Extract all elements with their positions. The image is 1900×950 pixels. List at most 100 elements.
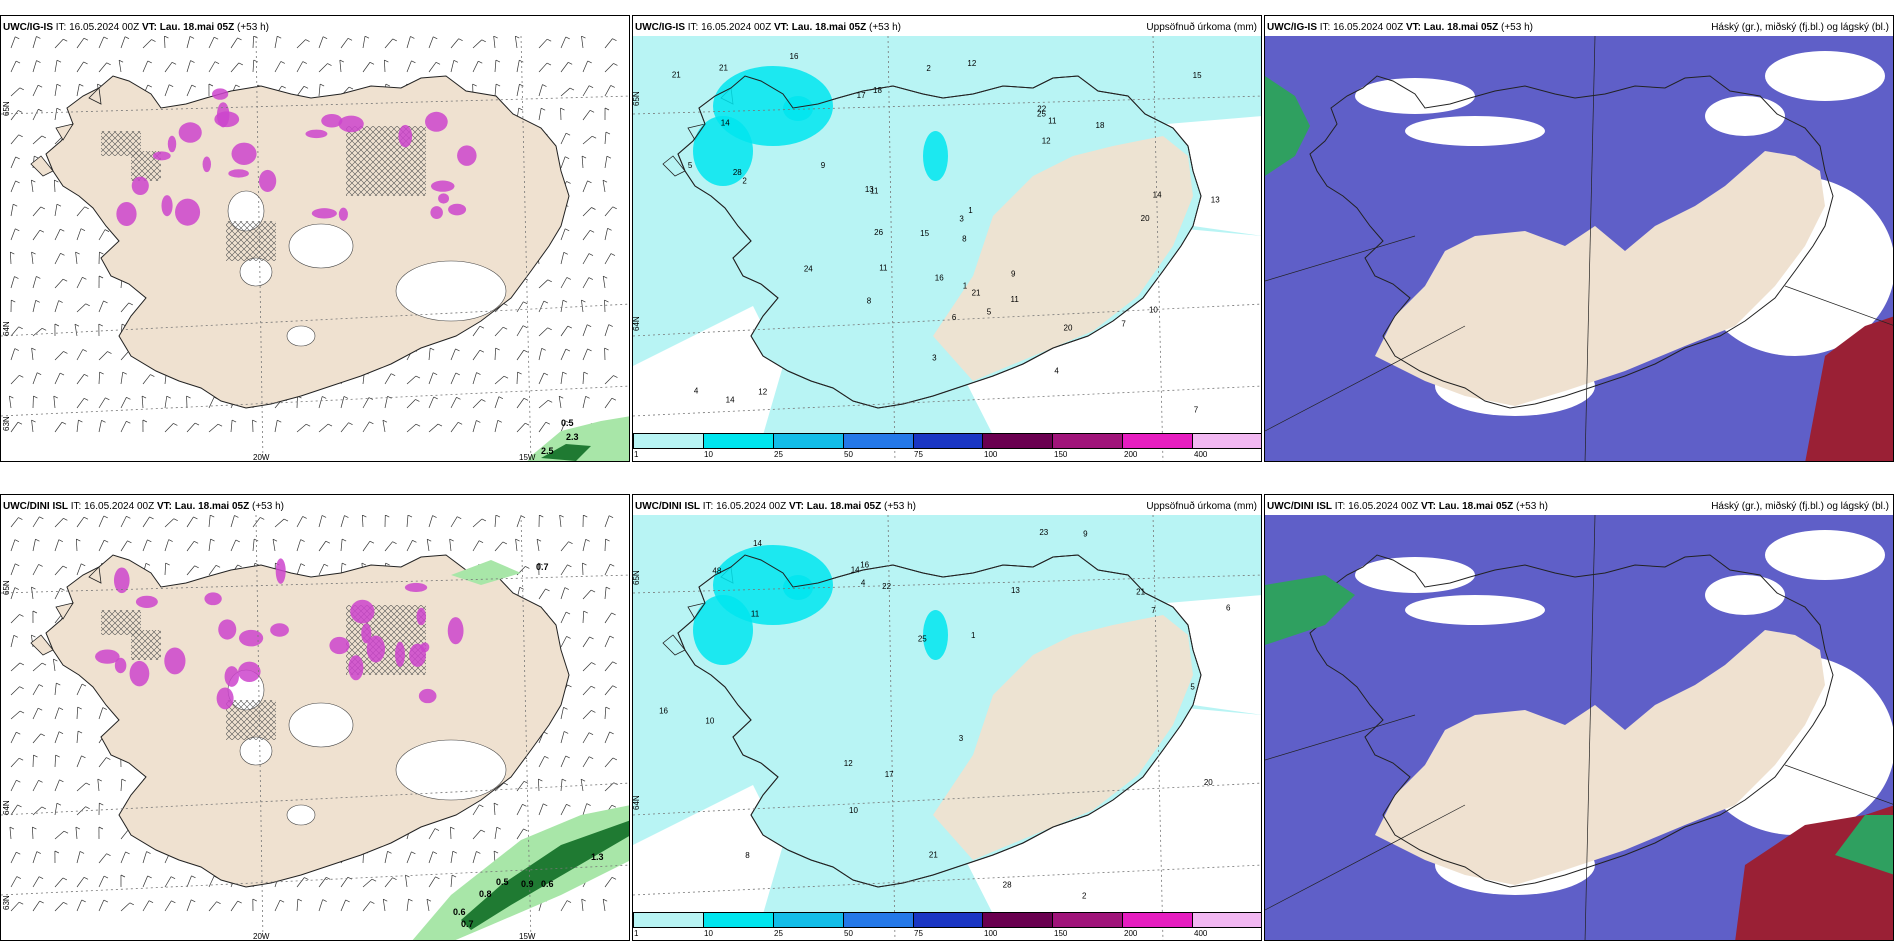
- map-area[interactable]: 0.5 2.3 2.5 65N 64N 63N 20W 15W: [1, 35, 629, 462]
- legend-swatch: [1193, 434, 1261, 448]
- value-label: 11: [751, 609, 760, 618]
- legend-label: 25: [774, 929, 783, 938]
- value-label: 2: [742, 176, 747, 185]
- value-label: 17: [857, 91, 866, 100]
- map-panel-dini-wind: UWC/DINI ISL IT: 16.05.2024 00Z VT: Lau.…: [0, 494, 630, 941]
- legend-label: 200: [1124, 450, 1138, 459]
- legend-label: 100: [984, 450, 998, 459]
- lead-time: (+53 h): [249, 501, 284, 512]
- hatched-areas: [101, 126, 426, 261]
- map-panel-igis-wind: UWC/IG-IS IT: 16.05.2024 00Z VT: Lau. 18…: [0, 15, 630, 462]
- value-label: 8: [962, 235, 967, 244]
- value-label: 11: [879, 264, 888, 273]
- region-lines: [1265, 35, 1893, 461]
- legend-label: 100: [984, 929, 998, 938]
- init-time: IT: 16.05.2024 00Z: [685, 22, 774, 33]
- map-panel-dini-cloud: UWC/DINI ISL IT: 16.05.2024 00Z VT: Lau.…: [1264, 494, 1894, 941]
- init-time: IT: 16.05.2024 00Z: [700, 501, 789, 512]
- lat-label: 65N: [633, 570, 641, 585]
- rain-value: 2.3: [566, 432, 579, 442]
- lead-time: (+53 h): [1498, 22, 1533, 33]
- panel-header: UWC/IG-IS IT: 16.05.2024 00Z VT: Lau. 18…: [1267, 21, 1889, 35]
- lead-time: (+53 h): [234, 22, 269, 33]
- value-label: 15: [1193, 71, 1202, 80]
- lat-label: 63N: [2, 895, 11, 910]
- value-label: 5: [1190, 683, 1195, 692]
- map-area[interactable]: [1265, 35, 1893, 461]
- lat-label: 64N: [633, 316, 641, 331]
- precip-legend: 1 10 25 50 75 100 150 200 400: [633, 912, 1261, 940]
- value-label: 16: [860, 561, 869, 570]
- value-label: 21: [719, 64, 728, 73]
- value-label: 4: [1054, 367, 1059, 376]
- init-time: IT: 16.05.2024 00Z: [1332, 501, 1421, 512]
- map-area[interactable]: 48 20 21 16 10 14 28 23 22 14 16 12 17 25 21 13 10 11 8 6 9 4…: [633, 514, 1261, 940]
- rain-value: 0.5: [496, 877, 509, 887]
- value-label: 12: [1042, 136, 1051, 145]
- value-label: 48: [712, 566, 721, 575]
- map-area[interactable]: [1265, 514, 1893, 940]
- model-name: UWC/DINI ISL: [3, 501, 68, 512]
- axis-labels: 65N 64N 63N 20W 15W: [2, 101, 536, 462]
- value-label: 2: [1082, 892, 1087, 901]
- model-name: UWC/DINI ISL: [635, 501, 700, 512]
- lead-time: (+53 h): [866, 22, 901, 33]
- value-label: 14: [753, 539, 762, 548]
- map-panel-igis-precip: UWC/IG-IS IT: 16.05.2024 00Z VT: Lau. 18…: [632, 15, 1262, 462]
- value-label: 23: [1039, 528, 1048, 537]
- value-label: 8: [745, 851, 750, 860]
- rain-value: 0.8: [479, 889, 492, 899]
- value-label: 21: [929, 850, 938, 859]
- value-label: 28: [733, 168, 742, 177]
- value-label: 22: [1037, 105, 1046, 114]
- value-label: 22: [882, 582, 891, 591]
- value-label: 9: [1083, 530, 1088, 539]
- rain-value-labels: 0.5 2.3 2.5: [541, 418, 579, 456]
- value-label: 1: [971, 631, 976, 640]
- legend-swatch: [913, 434, 984, 448]
- graticule: [1, 514, 629, 940]
- value-label: 2: [926, 64, 931, 73]
- rain-value: 0.6: [541, 879, 554, 889]
- value-label: 20: [1141, 214, 1150, 223]
- legend-label: 1: [634, 929, 639, 938]
- lat-label: 64N: [2, 800, 11, 815]
- value-label: 16: [659, 706, 668, 715]
- lat-label: 65N: [2, 580, 11, 595]
- value-label: 9: [1011, 269, 1016, 278]
- map-area[interactable]: 0.7 0.9 0.6 0.5 0.8 0.6 0.7 1.3 65N 64N 63N 20W 15W: [1, 514, 629, 940]
- precip-legend: 1 10 25 50 75 100 150 200 400: [633, 433, 1261, 461]
- glaciers: [227, 190, 507, 347]
- legend-swatch: [1193, 913, 1261, 927]
- legend-swatch: [983, 434, 1054, 448]
- legend-label: 75: [914, 450, 923, 459]
- value-labels: 1815181611211311716201415512212641428241…: [672, 52, 1220, 415]
- lat-label: 65N: [633, 91, 641, 106]
- value-labels: 4820211610142823221416121725211310118694…: [659, 528, 1231, 900]
- legend-label: 400: [1194, 450, 1208, 459]
- value-label: 28: [1003, 881, 1012, 890]
- init-time: IT: 16.05.2024 00Z: [53, 22, 142, 33]
- legend-swatch: [703, 913, 774, 927]
- model-name: UWC/IG-IS: [635, 22, 685, 33]
- lead-time: (+53 h): [881, 501, 916, 512]
- legend-label: 200: [1124, 929, 1138, 938]
- map-area[interactable]: 18 15 18 16 11 21 13 11 7 16 20 14 15 5 12 21 26 4 14 28 24 1…: [633, 35, 1261, 461]
- value-label: 3: [959, 215, 964, 224]
- rain-value-labels: 0.7 0.9 0.6 0.5 0.8 0.6 0.7 1.3: [453, 562, 604, 929]
- value-label: 12: [844, 759, 853, 768]
- cloud-map: [1265, 514, 1893, 940]
- panel-header: UWC/DINI ISL IT: 16.05.2024 00Z VT: Lau.…: [1267, 500, 1889, 514]
- rain-value: 0.7: [536, 562, 549, 572]
- value-label: 10: [1149, 305, 1158, 314]
- heavy-precip: [693, 66, 948, 186]
- value-label: 14: [721, 119, 730, 128]
- value-label: 5: [688, 161, 693, 170]
- value-label: 11: [870, 186, 879, 195]
- legend-swatch: [634, 913, 704, 927]
- value-label: 25: [918, 634, 927, 643]
- graticule: [633, 514, 1261, 940]
- lon-label: 20W: [253, 453, 270, 462]
- panel-header: UWC/IG-IS IT: 16.05.2024 00Z VT: Lau. 18…: [3, 21, 625, 35]
- field-title: Uppsöfnuð úrkoma (mm): [1146, 501, 1257, 512]
